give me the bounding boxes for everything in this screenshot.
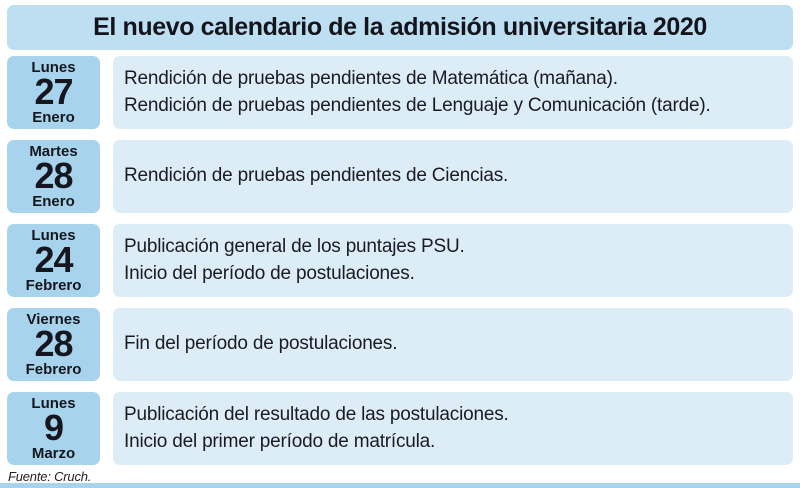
date-month: Febrero — [25, 360, 82, 378]
event-block: Rendición de pruebas pendientes de Matem… — [113, 56, 793, 129]
event-line: Inicio del período de postulaciones. — [124, 262, 415, 284]
event-line: Fin del período de postulaciones. — [124, 333, 398, 355]
event-block: Fin del período de postulaciones. — [113, 308, 793, 381]
date-day-name: Lunes — [31, 58, 76, 76]
calendar-row: Lunes 27 Enero Rendición de pruebas pend… — [7, 56, 793, 129]
date-day-number: 24 — [34, 239, 73, 281]
date-day-name: Viernes — [26, 310, 81, 328]
calendar-rows: Lunes 27 Enero Rendición de pruebas pend… — [7, 56, 793, 476]
date-block: Lunes 24 Febrero — [7, 224, 100, 297]
date-day-number: 28 — [34, 323, 73, 365]
date-day-name: Martes — [29, 142, 78, 160]
date-month: Febrero — [25, 276, 82, 294]
calendar-row: Lunes 9 Marzo Publicación del resultado … — [7, 392, 793, 465]
date-day-name: Lunes — [31, 394, 76, 412]
date-block: Viernes 28 Febrero — [7, 308, 100, 381]
event-block: Publicación del resultado de las postula… — [113, 392, 793, 465]
event-block: Rendición de pruebas pendientes de Cienc… — [113, 140, 793, 213]
event-line: Inicio del primer período de matrícula. — [124, 430, 436, 452]
date-day-number: 27 — [34, 71, 73, 113]
event-line: Rendición de pruebas pendientes de Matem… — [124, 68, 618, 90]
header-bar: El nuevo calendario de la admisión unive… — [7, 5, 793, 50]
date-day-number: 9 — [43, 407, 64, 449]
event-line: Rendición de pruebas pendientes de Lengu… — [124, 94, 711, 116]
event-line: Publicación del resultado de las postula… — [124, 404, 509, 426]
event-block: Publicación general de los puntajes PSU.… — [113, 224, 793, 297]
date-month: Marzo — [31, 444, 76, 462]
event-line: Publicación general de los puntajes PSU. — [124, 236, 465, 258]
calendar-row: Martes 28 Enero Rendición de pruebas pen… — [7, 140, 793, 213]
date-month: Enero — [32, 192, 75, 210]
date-day-name: Lunes — [31, 226, 76, 244]
date-block: Lunes 27 Enero — [7, 56, 100, 129]
date-block: Lunes 9 Marzo — [7, 392, 100, 465]
event-line: Rendición de pruebas pendientes de Cienc… — [124, 165, 509, 187]
source-note: Fuente: Cruch. — [8, 469, 92, 484]
bottom-rule — [0, 483, 800, 488]
calendar-row: Lunes 24 Febrero Publicación general de … — [7, 224, 793, 297]
date-month: Enero — [32, 108, 75, 126]
page-title: El nuevo calendario de la admisión unive… — [93, 13, 707, 41]
date-day-number: 28 — [34, 155, 73, 197]
date-block: Martes 28 Enero — [7, 140, 100, 213]
calendar-row: Viernes 28 Febrero Fin del período de po… — [7, 308, 793, 381]
